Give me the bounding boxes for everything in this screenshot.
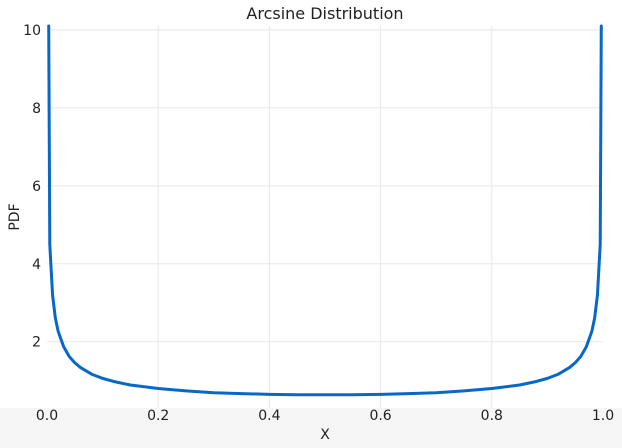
plot-area [47,26,603,408]
chart-footer-band [0,408,622,448]
y-axis-label: PDF [7,203,23,230]
y-axis-ticks: 2 4 6 8 10 [23,23,41,351]
x-axis-ticks: 0.0 0.2 0.4 0.6 0.8 1.0 [36,408,614,424]
y-tick-label: 6 [32,179,41,195]
y-tick-label: 4 [32,257,41,273]
y-tick-label: 8 [32,101,41,117]
series-layer [47,24,603,397]
chart-title: Arcsine Distribution [246,4,403,23]
x-tick-label: 0.4 [258,408,280,424]
x-axis-label: X [320,427,330,443]
x-tick-label: 1.0 [592,408,614,424]
x-tick-label: 0.6 [369,408,391,424]
x-tick-label: 0.0 [36,408,58,424]
x-tick-label: 0.8 [481,408,503,424]
y-tick-label: 2 [32,335,41,351]
grid [47,26,603,408]
y-tick-label: 10 [23,23,41,39]
series-line [47,24,603,397]
x-tick-label: 0.2 [147,408,169,424]
